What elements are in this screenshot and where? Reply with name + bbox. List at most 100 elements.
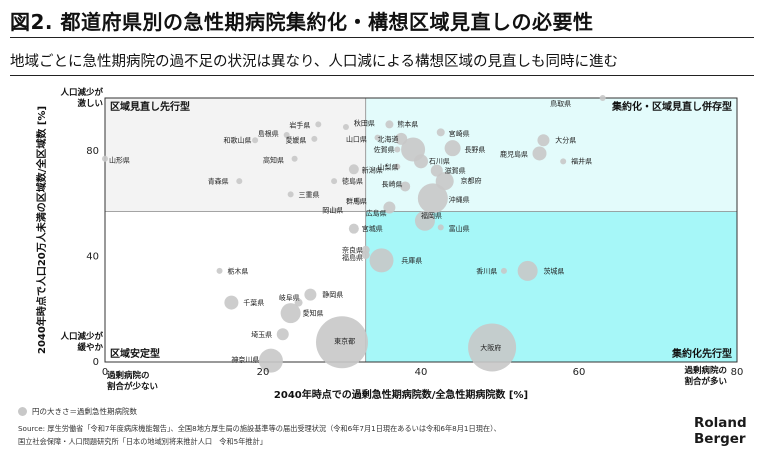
bubble-point xyxy=(291,155,298,162)
plot-frame xyxy=(104,97,738,363)
bubble-point xyxy=(304,288,317,301)
y-tick-label: 80 xyxy=(86,146,99,157)
point-label: 京都府 xyxy=(461,176,482,185)
subtitle-divider xyxy=(10,75,754,76)
bubble-point xyxy=(395,132,408,145)
y-tick-label: 40 xyxy=(86,251,99,262)
x-axis-note-low: 過剰病院の xyxy=(106,370,150,381)
point-label: 石川県 xyxy=(429,157,450,165)
bubble-point xyxy=(224,295,239,310)
point-label: 山口県 xyxy=(346,134,367,143)
quadrant-top-left xyxy=(105,98,366,212)
bubble-point xyxy=(294,298,303,307)
page-title: 図2. 都道府県別の急性期病院集約化・構想区域見直しの必要性 xyxy=(10,10,594,34)
point-label: 山梨県 xyxy=(378,163,399,172)
point-label: 埼玉県 xyxy=(251,330,272,339)
bubble-point xyxy=(311,135,318,142)
x-axis-label: 2040年時点での過剰急性期病院数/全急性期病院数 [%] xyxy=(274,388,528,401)
bubble-point xyxy=(435,172,454,191)
bubble-point xyxy=(258,348,283,373)
source-line-1: Source: 厚生労働省「令和7年度病床機能報告」、全国8地方厚生局の施設基準… xyxy=(18,424,501,433)
legend-bubble-note: 円の大きさ＝過剰急性期病院数 xyxy=(32,407,137,416)
bubble-point xyxy=(500,267,507,274)
bubble-point xyxy=(394,163,401,170)
point-label: 佐賀県 xyxy=(374,145,395,154)
point-label: 愛媛県 xyxy=(285,136,306,145)
x-axis-note-high: 割合が多い xyxy=(684,376,727,387)
bubble-point xyxy=(369,248,394,273)
bubble-point xyxy=(400,181,411,192)
point-label: 岩手県 xyxy=(289,120,310,129)
title-divider xyxy=(10,37,754,38)
source-line-2: 国立社会保障・人口問題研究所「日本の地域別将来推計人口 令和5年推計」 xyxy=(18,437,267,446)
bubble-point xyxy=(348,223,359,234)
x-tick-label: 60 xyxy=(573,367,586,378)
bubble-point xyxy=(417,183,448,214)
bubble-point xyxy=(532,146,547,161)
bubble-point xyxy=(560,158,567,165)
logo-line-1: Roland xyxy=(694,415,747,431)
point-label: 高知県 xyxy=(263,156,284,165)
bubble-point xyxy=(414,210,435,231)
bubble-point xyxy=(252,137,259,144)
bubble-point xyxy=(468,323,517,372)
quadrant-label-bottom-left: 区域安定型 xyxy=(110,347,160,360)
logo-line-2: Berger xyxy=(694,431,746,447)
bubble-point xyxy=(331,207,338,214)
point-label: 秋田県 xyxy=(354,119,375,128)
point-label: 三重県 xyxy=(299,191,320,199)
bubble-point xyxy=(430,164,443,177)
point-label: 長崎県 xyxy=(382,179,403,188)
point-label: 大阪府 xyxy=(480,343,501,352)
point-label: 香川県 xyxy=(476,266,497,275)
point-label: 東京都 xyxy=(334,336,355,345)
point-label: 愛知県 xyxy=(303,309,324,318)
bubble-point xyxy=(102,155,108,162)
bubble-point xyxy=(414,154,428,169)
bubble-point xyxy=(537,134,550,147)
point-label: 滋賀県 xyxy=(445,166,466,175)
point-label: 宮崎県 xyxy=(449,129,470,138)
x-tick-label: 20 xyxy=(257,367,270,378)
point-label: 栃木県 xyxy=(227,266,248,275)
bubble-point xyxy=(287,191,294,198)
bubble-point xyxy=(331,178,338,185)
point-label: 大分県 xyxy=(555,136,576,145)
point-label: 茨城県 xyxy=(543,266,564,275)
bubble-point xyxy=(361,251,370,260)
bubble-point xyxy=(315,121,322,128)
point-label: 福岡県 xyxy=(421,211,442,220)
bubble-point xyxy=(385,120,394,129)
point-label: 福井県 xyxy=(571,156,592,165)
point-label: 北海道 xyxy=(378,134,399,143)
page-subtitle: 地域ごとに急性期病院の過不足の状況は異なり、人口減による構想区域の見直しも同時に… xyxy=(10,54,618,70)
point-label: 神奈川県 xyxy=(231,355,259,364)
y-axis-label: 2040年時点で人口20万人未満の区域数/全区域数 [%] xyxy=(35,106,48,354)
bubble-point xyxy=(374,134,381,141)
point-label: 沖縄県 xyxy=(449,195,470,204)
point-label: 新潟県 xyxy=(362,165,383,174)
legend-bubble-icon xyxy=(18,407,27,416)
bubble-point xyxy=(276,328,289,341)
bubble-point xyxy=(444,140,461,157)
quadrant-label-top-left: 区域見直し先行型 xyxy=(110,100,190,113)
point-label: 和歌山県 xyxy=(224,136,252,145)
bubble-point xyxy=(236,178,243,185)
quadrant-label-top-right: 集約化・区域見直し併存型 xyxy=(611,100,732,113)
x-tick-label: 80 xyxy=(731,367,744,378)
y-axis-note-low: 緩やか xyxy=(77,342,103,353)
point-label: 岐阜県 xyxy=(279,293,300,302)
point-label: 宮城県 xyxy=(362,224,383,233)
quadrant-label-bottom-right: 集約化先行型 xyxy=(671,347,732,360)
point-label: 徳島県 xyxy=(342,177,363,186)
point-label: 山形県 xyxy=(109,156,130,165)
point-label: 広島県 xyxy=(366,208,387,217)
x-axis-note-high: 過剰病院の xyxy=(683,365,727,376)
bubble-point xyxy=(280,303,301,324)
bubble-point xyxy=(383,201,396,214)
point-label: 島根県 xyxy=(258,129,279,138)
point-label: 奈良県 xyxy=(342,245,363,254)
bubble-point xyxy=(517,260,538,281)
point-label: 熊本県 xyxy=(397,119,418,128)
